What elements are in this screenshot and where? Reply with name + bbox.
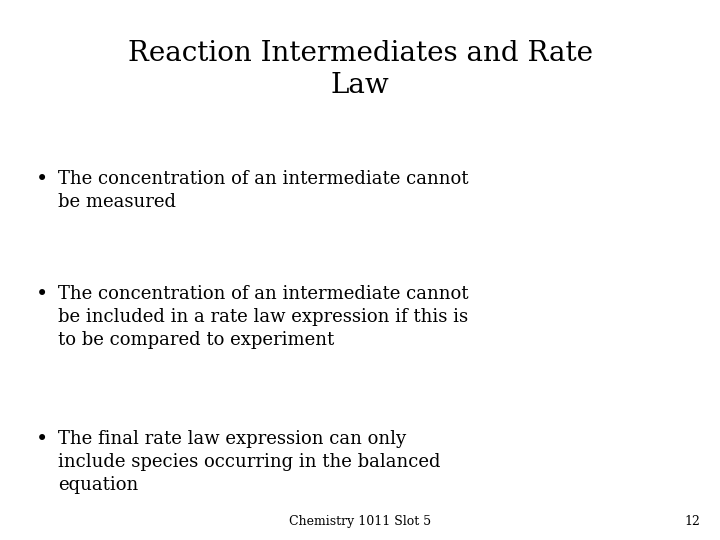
Text: The concentration of an intermediate cannot
be included in a rate law expression: The concentration of an intermediate can… xyxy=(58,285,469,349)
Text: The concentration of an intermediate cannot
be measured: The concentration of an intermediate can… xyxy=(58,170,469,211)
Text: •: • xyxy=(36,170,48,189)
Text: •: • xyxy=(36,285,48,304)
Text: •: • xyxy=(36,430,48,449)
Text: 12: 12 xyxy=(684,515,700,528)
Text: Chemistry 1011 Slot 5: Chemistry 1011 Slot 5 xyxy=(289,515,431,528)
Text: Reaction Intermediates and Rate
Law: Reaction Intermediates and Rate Law xyxy=(127,40,593,99)
Text: The final rate law expression can only
include species occurring in the balanced: The final rate law expression can only i… xyxy=(58,430,441,494)
